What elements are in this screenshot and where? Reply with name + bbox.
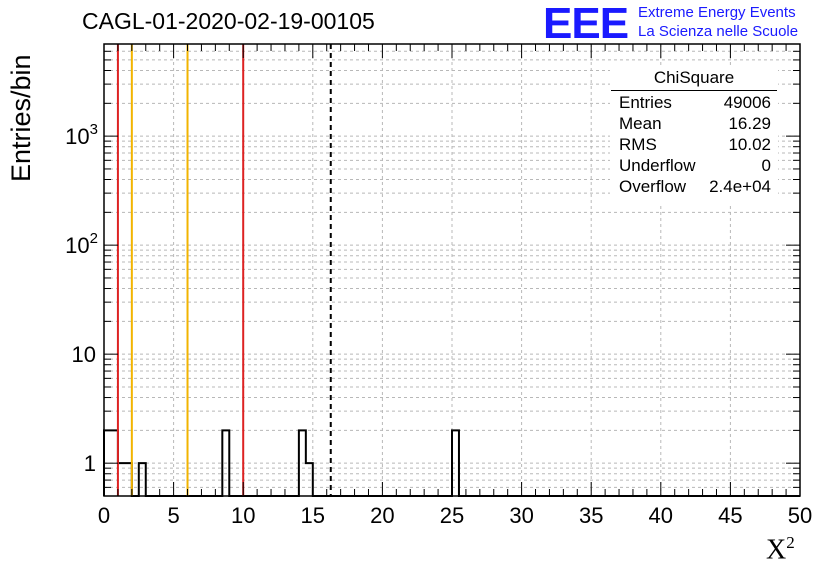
y-tick-label: 102 xyxy=(65,230,98,258)
x-tick-label: 30 xyxy=(509,503,533,528)
logo-tagline-2: La Scienza nelle Scuole xyxy=(638,23,799,40)
x-tick-label: 40 xyxy=(649,503,673,528)
stats-key: Entries xyxy=(619,93,672,112)
stats-value: 49006 xyxy=(723,93,771,112)
y-tick-label: 103 xyxy=(65,121,98,149)
x-tick-label: 20 xyxy=(370,503,394,528)
x-tick-label: 5 xyxy=(167,503,179,528)
stats-row-mean: Mean 16.29 xyxy=(619,114,771,135)
stats-value: 16.29 xyxy=(728,114,771,133)
stats-key: Mean xyxy=(619,114,662,133)
stats-value: 2.4e+04 xyxy=(709,177,771,196)
x-tick-label: 25 xyxy=(440,503,464,528)
x-axis-label-base: X xyxy=(766,534,787,566)
y-axis-label: Entries/bin xyxy=(6,54,36,182)
stats-title-underline xyxy=(611,90,777,91)
y-tick-label: 10 xyxy=(72,342,96,367)
x-tick-label: 15 xyxy=(301,503,325,528)
stats-row-underflow: Underflow 0 xyxy=(619,156,771,177)
stats-value: 10.02 xyxy=(728,135,771,154)
stats-row-overflow: Overflow 2.4e+04 xyxy=(619,177,771,198)
stats-row-entries: Entries 49006 xyxy=(619,93,771,114)
y-tick-label: 1 xyxy=(84,451,96,476)
logo-tagline-1: Extreme Energy Events xyxy=(638,4,796,21)
stats-title: ChiSquare xyxy=(653,68,735,87)
x-tick-label: 50 xyxy=(788,503,812,528)
stats-key: RMS xyxy=(619,135,657,154)
x-tick-label: 35 xyxy=(579,503,603,528)
stats-value: 0 xyxy=(761,156,771,175)
x-tick-label: 0 xyxy=(98,503,110,528)
x-tick-label: 45 xyxy=(718,503,742,528)
x-axis-label: X2 xyxy=(766,533,795,566)
x-tick-label: 10 xyxy=(231,503,255,528)
stats-key: Underflow xyxy=(619,156,696,175)
stats-key: Overflow xyxy=(619,177,687,196)
stats-row-rms: RMS 10.02 xyxy=(619,135,771,156)
stats-box: ChiSquare Entries 49006 Mean 16.29 RMS 1… xyxy=(610,66,778,206)
eee-logo-mark: EEE xyxy=(543,0,629,48)
chart-title: CAGL-01-2020-02-19-00105 xyxy=(82,8,375,34)
x-axis-label-sup: 2 xyxy=(786,533,795,552)
